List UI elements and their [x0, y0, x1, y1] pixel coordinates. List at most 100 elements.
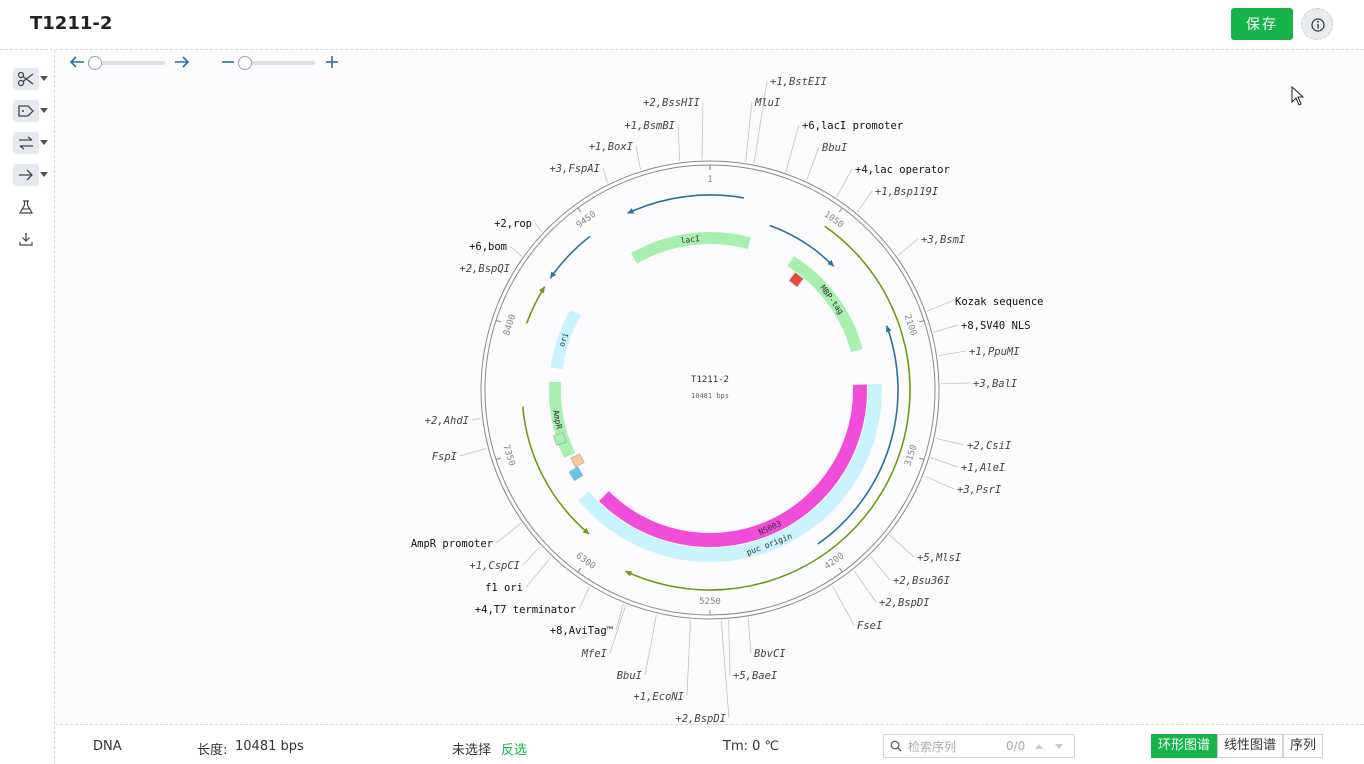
feature-marker[interactable] — [568, 466, 584, 481]
feature-ori[interactable] — [550, 309, 582, 370]
tab-circular-map[interactable]: 环形图谱 — [1151, 734, 1218, 758]
leader-line — [940, 382, 971, 385]
chevron-down-icon[interactable] — [1054, 743, 1064, 751]
feature-mbp-tag[interactable] — [787, 256, 863, 353]
rotate-slider-thumb[interactable] — [88, 56, 102, 70]
site-label[interactable]: +2,rop — [494, 218, 532, 230]
leader-line — [836, 168, 853, 198]
feature-laci[interactable] — [631, 232, 751, 264]
search-count: 0/0 — [1006, 739, 1026, 753]
info-button[interactable] — [1301, 8, 1333, 40]
site-label[interactable]: Kozak sequence — [955, 296, 1044, 308]
tab-linear-map[interactable]: 线性图谱 — [1217, 734, 1284, 758]
search-input[interactable] — [906, 737, 1000, 757]
site-label[interactable]: +6,lacI promoter — [802, 120, 903, 132]
site-label[interactable]: +2,Bsu36I — [893, 575, 951, 587]
map-canvas[interactable]: lacI MBP-tag NS003 puc origin AmpR ori 1 1050 2… — [55, 51, 1364, 724]
feature-ampr[interactable] — [549, 381, 576, 459]
site-label[interactable]: +4,lac operator — [855, 164, 950, 176]
tick-mark — [838, 567, 843, 573]
site-label[interactable]: +1,BsmBI — [624, 120, 675, 132]
site-label[interactable]: FseI — [857, 620, 883, 632]
site-label[interactable]: BbuI — [822, 142, 848, 154]
direction-tool-dropdown[interactable] — [40, 172, 48, 177]
site-label[interactable]: +2,BspDI — [879, 597, 930, 609]
search-box[interactable]: 0/0 — [883, 734, 1075, 758]
site-label[interactable]: BbvCI — [754, 648, 786, 660]
site-label[interactable]: +3,BalI — [973, 378, 1018, 390]
zoom-slider-thumb[interactable] — [238, 56, 252, 70]
zoom-slider-track[interactable] — [239, 61, 315, 65]
site-label[interactable]: +1,EcoNI — [633, 691, 684, 703]
feature-marker[interactable] — [788, 272, 804, 288]
tick-mark — [838, 207, 843, 213]
site-label[interactable]: AmpR promoter — [411, 538, 493, 550]
feature-marker[interactable] — [570, 453, 585, 468]
site-label[interactable]: MfeI — [581, 648, 608, 660]
site-label[interactable]: +3,FspAI — [549, 163, 600, 175]
swap-tool-dropdown[interactable] — [40, 140, 48, 145]
site-label[interactable]: +1,AleI — [961, 462, 1006, 474]
leader-line — [747, 617, 752, 654]
site-label[interactable]: +1,BstEII — [770, 76, 828, 88]
feature-puc-origin[interactable] — [578, 384, 882, 562]
site-label[interactable]: +1,BoxI — [589, 141, 634, 153]
site-label[interactable]: +8,AviTag™ — [550, 625, 613, 637]
site-label[interactable]: +2,BspQI — [459, 263, 510, 275]
site-label[interactable]: +8,SV40 NLS — [961, 320, 1031, 332]
site-label[interactable]: +2,BspDI — [675, 713, 726, 724]
rotate-slider-track[interactable] — [89, 61, 165, 65]
direction-arc[interactable] — [817, 325, 899, 545]
leader-line — [615, 604, 624, 631]
tick-label: 7350 — [500, 444, 516, 468]
site-label[interactable]: +3,BsmI — [921, 234, 966, 246]
site-label[interactable]: +4,T7 terminator — [475, 604, 576, 616]
arrow-left-icon[interactable] — [69, 55, 85, 69]
minus-icon[interactable] — [221, 55, 235, 69]
feature-ns003[interactable] — [598, 384, 867, 547]
direction-arc[interactable] — [521, 406, 590, 535]
site-labels[interactable]: +1,BstEII MluI +6,lacI promoter BbuI +4,lac … — [411, 76, 1044, 724]
site-label[interactable]: +3,PsrI — [957, 484, 1002, 496]
save-button[interactable]: 保存 — [1231, 8, 1293, 40]
direction-arc[interactable] — [549, 235, 591, 279]
tick-mark — [577, 207, 582, 213]
direction-tool[interactable] — [13, 164, 39, 186]
site-label[interactable]: f1 ori — [485, 582, 523, 594]
feature-marker[interactable] — [553, 432, 567, 446]
leader-line — [644, 614, 657, 676]
site-label[interactable]: +5,BaeI — [733, 670, 778, 682]
direction-arc[interactable] — [769, 224, 835, 267]
annotate-tool[interactable] — [13, 100, 39, 122]
site-label[interactable]: +2,BssHII — [643, 97, 701, 109]
feature-label: AmpR — [551, 409, 564, 430]
site-label[interactable]: +6,bom — [469, 241, 507, 253]
chevron-up-icon[interactable] — [1034, 742, 1044, 750]
site-label[interactable]: FspI — [432, 451, 458, 463]
download-tool[interactable] — [13, 228, 39, 250]
site-label[interactable]: +2,AhdI — [425, 415, 470, 427]
site-label[interactable]: +1,Bsp119I — [875, 186, 939, 198]
cut-tool-dropdown[interactable] — [40, 76, 48, 81]
lab-tool[interactable] — [13, 196, 39, 218]
invert-selection-link[interactable]: 反选 — [501, 743, 528, 758]
site-label[interactable]: MluI — [754, 97, 781, 109]
site-label[interactable]: +2,CsiI — [967, 440, 1012, 452]
direction-arc[interactable] — [625, 225, 911, 591]
plus-icon[interactable] — [325, 55, 339, 69]
arrow-right-icon[interactable] — [174, 55, 190, 69]
site-label[interactable]: BbuI — [617, 670, 643, 682]
annotate-tool-dropdown[interactable] — [40, 108, 48, 113]
direction-arc[interactable] — [526, 286, 546, 324]
site-label[interactable]: +1,CspCI — [469, 560, 520, 572]
cut-tool[interactable] — [13, 68, 39, 90]
direction-arc[interactable] — [627, 194, 744, 214]
leader-line — [935, 437, 965, 446]
swap-tool[interactable] — [13, 132, 39, 154]
tab-sequence[interactable]: 序列 — [1283, 734, 1324, 758]
site-label[interactable]: +1,PpuMI — [969, 346, 1020, 358]
leader-line — [924, 475, 955, 490]
site-label[interactable]: +5,MlsI — [917, 552, 962, 564]
